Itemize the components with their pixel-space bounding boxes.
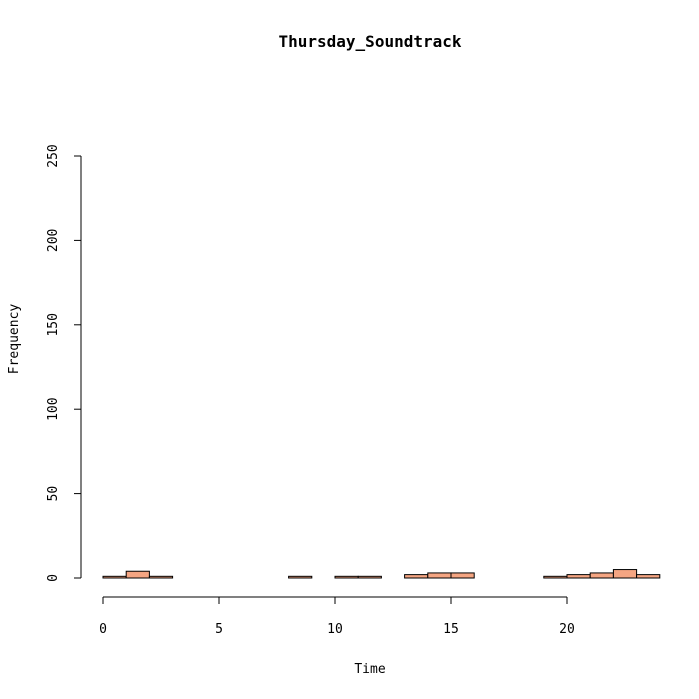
histogram-bar (566, 574, 591, 579)
histogram-bar (427, 572, 452, 579)
x-tick-label: 15 (443, 622, 459, 637)
y-tick-label: 150 (46, 313, 61, 336)
histogram-bar (543, 575, 568, 579)
histogram-bar (288, 575, 313, 579)
y-tick-label: 100 (46, 397, 61, 420)
histogram-bar (450, 572, 475, 579)
x-tick-label: 10 (327, 622, 343, 637)
y-tick-label: 50 (46, 486, 61, 502)
x-axis-label: Time (354, 662, 385, 677)
y-axis: 0 50 100 150 200 250 (46, 144, 82, 582)
histogram-bar (125, 570, 150, 579)
histogram-bars (102, 569, 661, 579)
y-tick-label: 200 (46, 229, 61, 252)
histogram-bar (148, 575, 174, 579)
histogram-bar (102, 575, 127, 579)
histogram-bar (612, 569, 638, 579)
histogram-bar (404, 574, 429, 579)
y-axis-label: Frequency (7, 304, 22, 375)
histogram-bar (589, 572, 614, 579)
histogram-bar (334, 575, 359, 579)
y-tick-label: 0 (46, 574, 61, 582)
y-tick-label: 250 (46, 144, 61, 167)
histogram-bar (636, 574, 661, 579)
x-axis: 0 5 10 15 20 (99, 596, 575, 637)
chart-title: Thursday_Soundtrack (278, 32, 461, 51)
x-tick-label: 5 (215, 622, 223, 637)
histogram-bar (357, 575, 382, 579)
x-tick-label: 0 (99, 622, 107, 637)
x-tick-label: 20 (559, 622, 575, 637)
